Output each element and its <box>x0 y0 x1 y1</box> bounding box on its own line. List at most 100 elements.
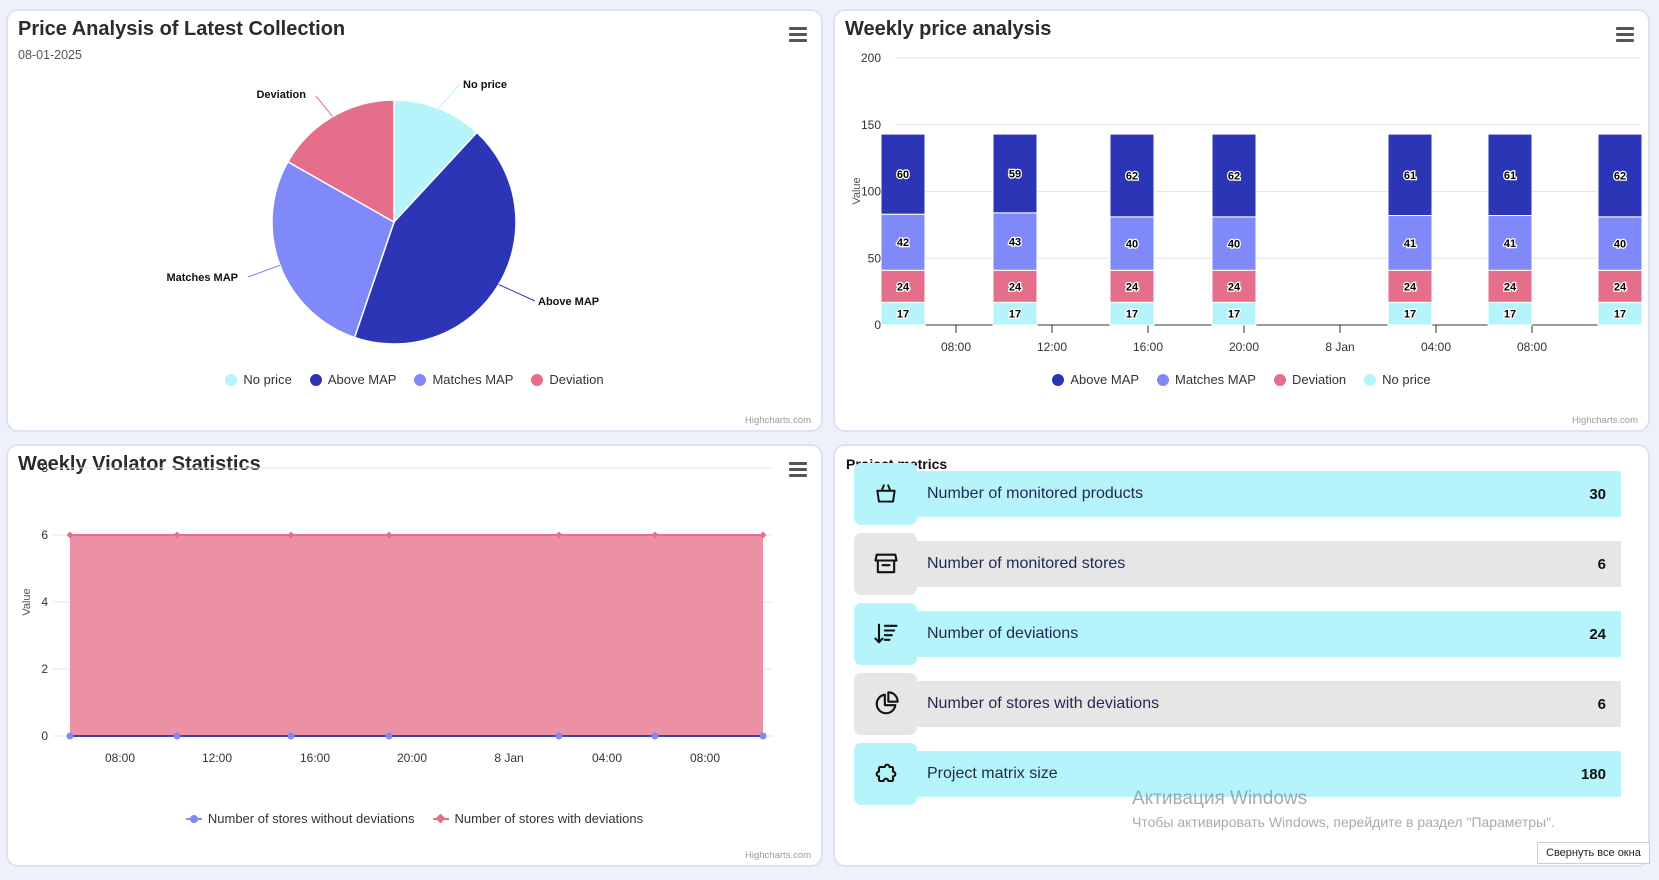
bar-x-tick-label: 04:00 <box>1421 340 1451 354</box>
area-point-with-deviations <box>173 531 181 539</box>
bar-segment-matches-map <box>880 213 926 271</box>
sort-descending-icon <box>854 603 917 665</box>
bar-segment-deviation <box>992 269 1038 303</box>
metric-bar: Number of monitored stores 6 <box>912 541 1621 587</box>
area-chart-title: Weekly Violator Statistics <box>18 453 261 475</box>
bar-segment-deviation <box>1487 269 1533 303</box>
bar-segment-above-map <box>1597 133 1643 218</box>
bar-data-label: 41 <box>1504 238 1516 250</box>
metric-label: Number of stores with deviations <box>927 695 1160 712</box>
bar-legend-above-map[interactable]: Above MAP <box>1052 372 1139 387</box>
area-point-without-deviations <box>66 732 74 740</box>
area-legend-stores-without-deviations[interactable]: Number of stores without deviations <box>185 811 415 826</box>
bar-chart-title: Weekly price analysis <box>845 18 1052 40</box>
metric-row-number-of-monitored-stores: Number of monitored stores 6 <box>854 533 1621 595</box>
bar-y-tick-200: 200 <box>861 51 881 65</box>
area-legend-stores-with-deviations[interactable]: Number of stores with deviations <box>432 811 643 826</box>
bar-segment-matches-map <box>1487 215 1533 271</box>
bar-data-label: 42 <box>897 237 909 249</box>
pie-legend-deviation[interactable]: Deviation <box>531 372 604 387</box>
bar-data-label: 17 <box>1009 309 1021 321</box>
metric-row-number-of-deviations: Number of deviations 24 <box>854 603 1621 665</box>
pie-menu-icon[interactable] <box>789 27 807 43</box>
bar-y-tick-150: 150 <box>861 118 881 132</box>
pie-legend-deviation-label: Deviation <box>549 372 604 387</box>
area-y-tick-4: 4 <box>41 595 48 609</box>
pie-data-label-no-price: No price <box>463 79 507 91</box>
bar-credits[interactable]: Highcharts.com <box>1572 415 1638 426</box>
pie-legend-above-map[interactable]: Above MAP <box>309 372 397 387</box>
bar-legend-no-price[interactable]: No price <box>1364 372 1431 387</box>
pie-legend-no-price[interactable]: No price <box>225 372 292 387</box>
metric-value: 6 <box>1597 555 1606 573</box>
bar-data-label: 62 <box>1614 170 1626 182</box>
bar-data-label: 24 <box>1009 281 1022 293</box>
bar-legend-no-price-label: No price <box>1382 372 1431 387</box>
bar-segment-above-map <box>880 133 926 215</box>
pie-chart-title: Price Analysis of Latest Collection <box>18 18 346 40</box>
area-y-tick-8: 8 <box>41 461 48 475</box>
pie-legend-deviation-marker <box>531 373 544 386</box>
area-x-tick-label: 08:00 <box>690 751 720 765</box>
metric-value: 30 <box>1589 485 1606 503</box>
metric-row-project-matrix-size: Project matrix size 180 <box>854 743 1621 805</box>
bar-y-tick-50: 50 <box>868 251 882 265</box>
bar-x-tick-label: 08:00 <box>941 340 971 354</box>
pie-slice-no-price <box>393 99 478 224</box>
area-x-tick-label: 12:00 <box>202 751 232 765</box>
bar-data-label: 41 <box>1404 238 1416 250</box>
pie-legend-above-map-label: Above MAP <box>327 372 397 387</box>
metric-label: Number of monitored stores <box>927 555 1126 572</box>
pie-chart: No price Above MAP Matches MAP Deviation <box>166 79 599 345</box>
bar-x-tick-label: 12:00 <box>1037 340 1067 354</box>
bar-data-label: 24 <box>1614 281 1627 293</box>
pie-data-label-matches-map: Matches MAP <box>166 272 238 284</box>
bar-segment-matches-map <box>1109 216 1155 271</box>
pie-credits[interactable]: Highcharts.com <box>745 415 811 426</box>
bar-segment-deviation <box>880 269 926 303</box>
bar-data-label: 17 <box>1126 309 1138 321</box>
bar-legend-matches-map-label: Matches MAP <box>1175 372 1256 387</box>
pie-legend-above-map-marker <box>309 373 322 386</box>
metric-value: 24 <box>1589 625 1606 643</box>
pie-legend-matches-map[interactable]: Matches MAP <box>414 372 513 387</box>
puzzle-icon <box>854 743 917 805</box>
pie-legend-matches-map-marker <box>414 373 427 386</box>
bar-segment-matches-map <box>1387 215 1433 271</box>
bar-legend-matches-map[interactable]: Matches MAP <box>1157 372 1256 387</box>
bar-menu-icon[interactable] <box>1616 27 1634 43</box>
bar-legend-above-map-label: Above MAP <box>1070 372 1140 387</box>
area-point-with-deviations <box>287 531 295 539</box>
bar-data-label: 59 <box>1009 168 1021 180</box>
bar-legend-above-map-marker <box>1052 373 1065 386</box>
area-menu-icon[interactable] <box>789 462 807 478</box>
area-point-without-deviations <box>759 732 767 740</box>
area-y-axis-label: Value <box>21 588 33 615</box>
area-point-without-deviations <box>173 732 181 740</box>
bar-data-label: 40 <box>1614 239 1626 251</box>
bar-data-label: 60 <box>897 169 909 181</box>
bar-data-label: 62 <box>1228 170 1240 182</box>
bar-legend: Above MAP Matches MAP Deviation No price <box>835 372 1648 387</box>
metric-bar: Number of monitored products 30 <box>912 471 1621 517</box>
bar-y-axis-label: Value <box>851 177 863 204</box>
pie-chart-icon <box>854 673 917 735</box>
bar-data-label: 17 <box>1614 309 1626 321</box>
metric-bar: Number of deviations 24 <box>912 611 1621 657</box>
pie-connector-matches-map <box>247 264 281 278</box>
area-x-tick-label: 04:00 <box>592 751 622 765</box>
weekly-violator-card: Weekly Violator Statistics 0 2 4 6 8 Value 08:… <box>6 444 823 867</box>
bar-legend-deviation[interactable]: Deviation <box>1273 372 1346 387</box>
area-y-tick-0: 0 <box>41 729 48 743</box>
pie-legend-matches-map-label: Matches MAP <box>432 372 514 387</box>
area-credits[interactable]: Highcharts.com <box>745 850 811 861</box>
bar-segment-above-map <box>1487 133 1533 217</box>
area-y-tick-2: 2 <box>41 662 48 676</box>
weekly-price-card: Weekly price analysis 0 50 100 150 200 Value 0… <box>833 9 1650 432</box>
bar-data-label: 24 <box>1404 281 1417 293</box>
pie-connector-deviation <box>315 95 334 117</box>
pie-chart-subtitle: 08-01-2025 <box>18 48 82 62</box>
bar-data-label: 61 <box>1404 170 1416 182</box>
bar-data-label: 24 <box>1504 281 1517 293</box>
metric-bar: Number of stores with deviations 6 <box>912 681 1621 727</box>
